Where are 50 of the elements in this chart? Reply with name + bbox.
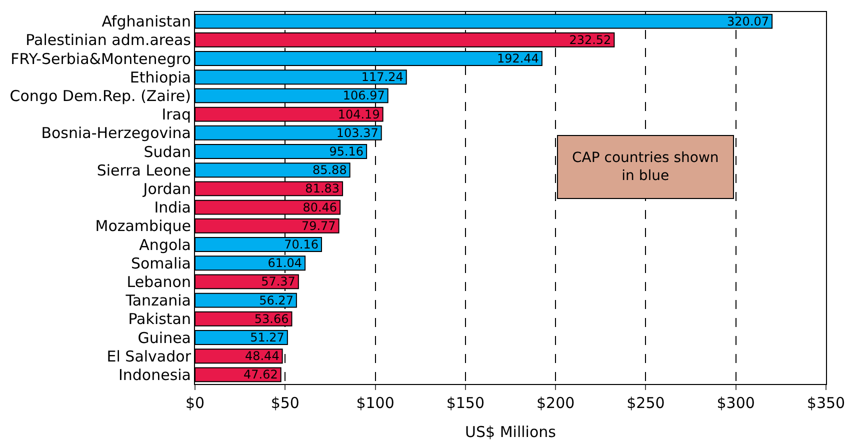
y-tick-label: FRY-Serbia&Montenegro [10,50,191,68]
data-label: 104.19 [338,107,380,122]
x-tick-label: $350 [806,394,846,412]
data-label: 232.52 [569,32,612,47]
data-label: 48.44 [244,349,280,364]
y-tick-label: Pakistan [128,310,191,328]
x-tick-label: $300 [716,394,755,412]
data-label: 320.07 [727,14,770,28]
y-tick-label: Palestinian adm.areas [26,31,192,50]
data-label: 51.27 [250,330,284,345]
x-axis-title: US$ Millions [465,423,556,441]
data-label: 117.24 [361,70,404,84]
data-label: 70.16 [284,238,318,252]
data-label: 61.04 [268,256,302,270]
y-tick-label: Sierra Leone [96,161,191,180]
data-label: 192.44 [496,52,539,66]
data-label: 79.77 [301,218,336,233]
data-label: 106.97 [342,88,385,103]
x-tick-label: $250 [626,394,665,412]
annotation: CAP countries shown in blue [572,150,719,184]
y-tick-label: Tanzania [124,292,191,310]
data-label: 47.62 [243,368,278,382]
data-label: 53.66 [254,312,289,326]
data-label: 56.27 [259,293,294,308]
y-tick-label: Congo Dem.Rep. (Zaire) [10,86,191,105]
y-tick-label: Guinea [138,328,191,347]
data-label: 57.37 [261,274,296,289]
y-tick-label: Ethiopia [130,68,191,86]
x-tick-label: $0 [185,394,205,412]
x-tick-label: $100 [356,394,394,412]
y-tick-label: India [154,198,191,217]
x-tick-label: $50 [270,394,300,412]
y-tick-label: Mozambique [95,217,191,236]
data-label: 80.46 [302,200,338,214]
data-label: 103.37 [336,126,378,140]
y-tick-label: Lebanon [126,272,191,291]
y-tick-label: Sudan [144,142,191,161]
data-label: 81.83 [305,182,340,196]
y-tick-label: Bosnia-Herzegovina [41,124,191,142]
y-tick-label: Afghanistan [102,12,191,31]
x-tick-label: $150 [446,394,485,412]
y-tick-label: El Salvador [106,347,192,366]
y-tick-label: Indonesia [118,366,191,384]
y-tick-label: Angola [139,236,191,254]
x-tick-label: $200 [536,394,575,412]
y-tick-label: Jordan [142,180,191,198]
data-label: 95.16 [329,144,364,159]
y-tick-label: Iraq [162,106,191,124]
y-tick-label: Somalia [130,254,191,272]
data-label: 85.88 [312,163,347,178]
